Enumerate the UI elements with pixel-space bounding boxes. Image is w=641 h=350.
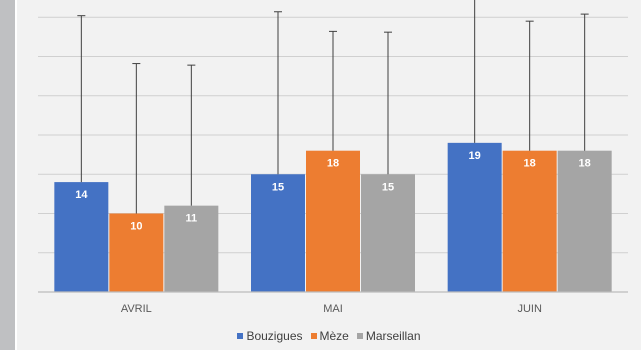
- bar-bouzigues-mai[interactable]: [251, 174, 305, 292]
- data-label: 14: [75, 189, 88, 201]
- data-label: 10: [130, 221, 142, 233]
- legend-label: Bouzigues: [246, 329, 303, 343]
- bar-mèze-juin[interactable]: [502, 150, 557, 292]
- data-label: 11: [186, 213, 198, 225]
- category-label: AVRIL: [121, 303, 152, 315]
- data-label: 19: [469, 150, 481, 162]
- bar-marseillan-mai[interactable]: [361, 174, 415, 292]
- category-label: JUIN: [517, 303, 542, 315]
- legend-item-bouzigues: Bouzigues: [237, 329, 303, 343]
- data-label: 18: [524, 158, 536, 170]
- panel-divider: [15, 0, 17, 350]
- data-label: 18: [327, 158, 339, 170]
- data-label: 15: [382, 181, 394, 193]
- legend-swatch: [356, 333, 363, 339]
- data-labels: 14 10 11 15 18 15 19 18 18: [75, 150, 591, 233]
- x-axis: AVRIL MAI JUIN: [38, 291, 628, 315]
- data-label: 18: [579, 158, 591, 170]
- legend-label: Mèze: [319, 329, 349, 343]
- data-label: 15: [272, 181, 284, 193]
- bar-marseillan-avril[interactable]: [164, 205, 219, 292]
- bar-bouzigues-avril[interactable]: [54, 182, 109, 292]
- legend-swatch: [237, 333, 244, 339]
- chart-legend: Bouzigues Mèze Marseillan: [17, 326, 641, 346]
- legend-label: Marseillan: [365, 329, 421, 343]
- bars: [54, 142, 612, 293]
- error-bars: [77, 0, 589, 214]
- category-label: MAI: [323, 303, 343, 315]
- bar-bouzigues-juin[interactable]: [447, 142, 502, 292]
- bar-marseillan-juin[interactable]: [557, 150, 612, 292]
- legend-swatch: [310, 333, 317, 339]
- legend-item-mèze: Mèze: [310, 329, 349, 343]
- legend-item-marseillan: Marseillan: [356, 329, 421, 343]
- adjacent-panel-edge: [0, 0, 15, 350]
- bar-mèze-avril[interactable]: [109, 213, 164, 293]
- bar-mèze-mai[interactable]: [306, 150, 360, 292]
